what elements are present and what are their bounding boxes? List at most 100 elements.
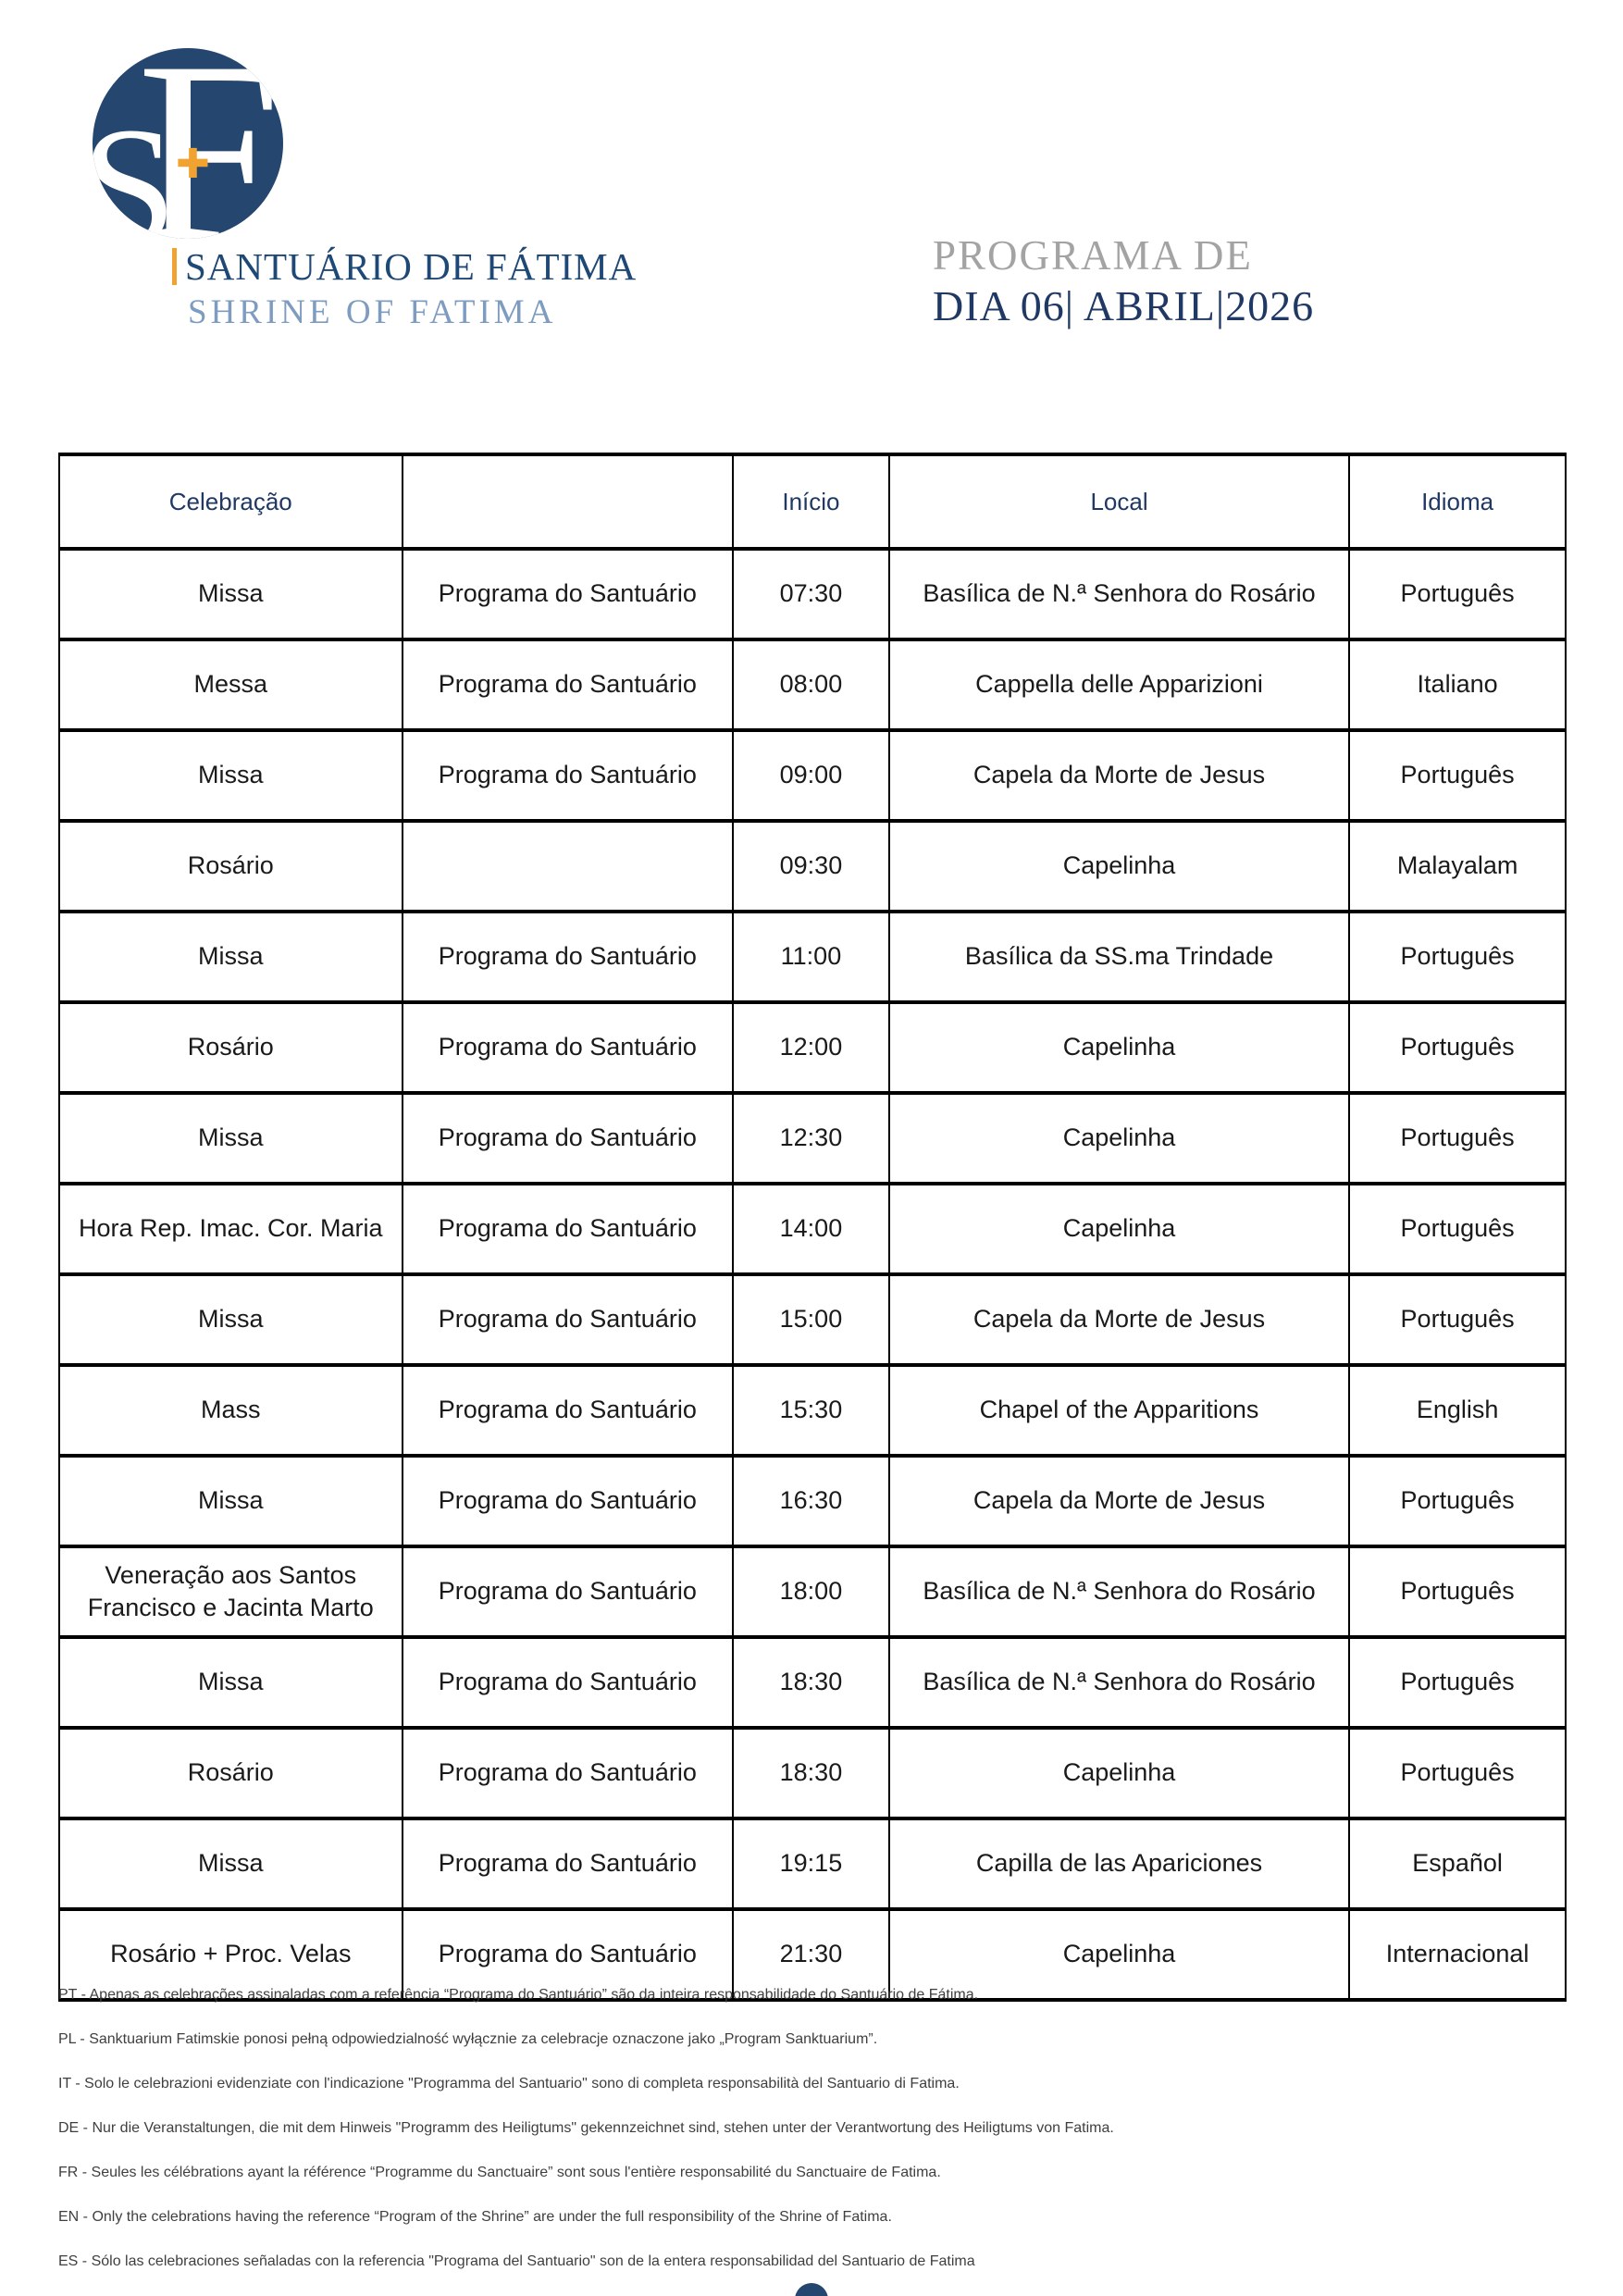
cell-program: Programa do Santuário bbox=[401, 1635, 735, 1730]
cell-language: Español bbox=[1348, 1817, 1567, 1911]
cell-celebration: Missa bbox=[58, 1091, 403, 1185]
cell-time: 14:00 bbox=[732, 1182, 890, 1276]
program-date: DIA 06| ABRIL|2026 bbox=[933, 282, 1315, 329]
cell-celebration: Missa bbox=[58, 1635, 403, 1730]
cell-celebration: Missa bbox=[58, 728, 403, 823]
cell-program: Programa do Santuário bbox=[401, 1363, 735, 1458]
cell-celebration: Veneração aos Santos Francisco e Jacinta… bbox=[58, 1545, 403, 1639]
cell-place: Basílica de N.ª Senhora do Rosário bbox=[887, 1545, 1351, 1639]
cell-language: Português bbox=[1348, 1454, 1567, 1548]
logo-letter-s: S bbox=[93, 93, 177, 239]
cell-place: Capelinha bbox=[887, 1726, 1351, 1820]
table-row: Missa Programa do Santuário 15:00 Capela… bbox=[58, 1272, 1567, 1367]
cell-time: 11:00 bbox=[732, 910, 890, 1004]
col-header-place: Local bbox=[887, 453, 1351, 551]
cell-program: Programa do Santuário bbox=[401, 1545, 735, 1639]
cell-celebration: Rosário + Proc. Velas bbox=[58, 1907, 403, 2002]
cell-place: Capelinha bbox=[887, 1907, 1351, 2002]
cell-time: 21:30 bbox=[732, 1907, 890, 2002]
cell-celebration: Missa bbox=[58, 547, 403, 641]
cell-language: Português bbox=[1348, 1545, 1567, 1639]
cell-program: Programa do Santuário bbox=[401, 1817, 735, 1911]
cell-language: Português bbox=[1348, 1091, 1567, 1185]
cell-celebration: Mass bbox=[58, 1363, 403, 1458]
cell-language: Português bbox=[1348, 1000, 1567, 1095]
cell-place: Capela da Morte de Jesus bbox=[887, 728, 1351, 823]
cell-program: Programa do Santuário bbox=[401, 1454, 735, 1548]
cell-time: 08:00 bbox=[732, 638, 890, 732]
cell-time: 09:30 bbox=[732, 819, 890, 913]
schedule-table: Celebração Início Local Idioma Missa Pro… bbox=[58, 453, 1567, 2002]
cell-time: 18:00 bbox=[732, 1545, 890, 1639]
cell-program: Programa do Santuário bbox=[401, 1182, 735, 1276]
table-row: Missa Programa do Santuário 11:00 Basíli… bbox=[58, 910, 1567, 1004]
cell-celebration: Missa bbox=[58, 1454, 403, 1548]
table-row: Rosário 09:30 Capelinha Malayalam bbox=[58, 819, 1567, 913]
table-row: Rosário Programa do Santuário 18:30 Cape… bbox=[58, 1726, 1567, 1820]
cell-place: Capelinha bbox=[887, 819, 1351, 913]
cell-place: Basílica de N.ª Senhora do Rosário bbox=[887, 547, 1351, 641]
cell-program: Programa do Santuário bbox=[401, 638, 735, 732]
cell-program: Programa do Santuário bbox=[401, 1091, 735, 1185]
cell-language: Português bbox=[1348, 1635, 1567, 1730]
table-row: Missa Programa do Santuário 07:30 Basíli… bbox=[58, 547, 1567, 641]
cell-time: 18:30 bbox=[732, 1635, 890, 1730]
cell-place: Basílica de N.ª Senhora do Rosário bbox=[887, 1635, 1351, 1730]
cell-program: Programa do Santuário bbox=[401, 1000, 735, 1095]
cell-place: Capilla de las Apariciones bbox=[887, 1817, 1351, 1911]
cell-language: Internacional bbox=[1348, 1907, 1567, 2002]
header-row: Celebração Início Local Idioma bbox=[58, 453, 1567, 551]
cell-celebration: Missa bbox=[58, 910, 403, 1004]
cell-language: Português bbox=[1348, 547, 1567, 641]
col-header-program bbox=[401, 453, 735, 551]
cell-time: 19:15 bbox=[732, 1817, 890, 1911]
logo-title-portuguese: SANTUÁRIO DE FÁTIMA bbox=[185, 245, 638, 288]
gold-cross-icon: ✚ bbox=[176, 142, 210, 187]
cell-place: Capelinha bbox=[887, 1182, 1351, 1276]
footnote-de: DE - Nur die Veranstaltungen, die mit de… bbox=[58, 2120, 1114, 2136]
col-header-time: Início bbox=[732, 453, 890, 551]
footnotes-block: PT - Apenas as celebrações assinaladas c… bbox=[58, 1988, 1557, 2296]
table-row: Mass Programa do Santuário 15:30 Chapel … bbox=[58, 1363, 1567, 1458]
cell-celebration: Missa bbox=[58, 1272, 403, 1367]
cell-language: Português bbox=[1348, 1182, 1567, 1276]
cell-program bbox=[401, 819, 735, 913]
cell-time: 07:30 bbox=[732, 547, 890, 641]
table-row: Rosário Programa do Santuário 12:00 Cape… bbox=[58, 1000, 1567, 1095]
cell-time: 09:00 bbox=[732, 728, 890, 823]
cell-celebration: Messa bbox=[58, 638, 403, 732]
cell-celebration: Rosário bbox=[58, 1726, 403, 1820]
shrine-sf-logo-icon: S F ✚ bbox=[93, 48, 283, 239]
cell-language: Português bbox=[1348, 910, 1567, 1004]
table-row: Veneração aos Santos Francisco e Jacinta… bbox=[58, 1545, 1567, 1639]
cell-celebration: Hora Rep. Imac. Cor. Maria bbox=[58, 1182, 403, 1276]
cell-time: 12:30 bbox=[732, 1091, 890, 1185]
footnote-pl: PL - Sanktuarium Fatimskie ponosi pełną … bbox=[58, 2031, 878, 2047]
cell-language: English bbox=[1348, 1363, 1567, 1458]
cell-time: 16:30 bbox=[732, 1454, 890, 1548]
footnote-en: EN - Only the celebrations having the re… bbox=[58, 2209, 892, 2225]
footnote-es: ES - Sólo las celebraciones señaladas co… bbox=[58, 2253, 975, 2269]
cell-celebration: Rosário bbox=[58, 1000, 403, 1095]
cell-program: Programa do Santuário bbox=[401, 728, 735, 823]
cell-language: Português bbox=[1348, 1272, 1567, 1367]
cell-language: Malayalam bbox=[1348, 819, 1567, 913]
col-header-celebration: Celebração bbox=[58, 453, 403, 551]
cell-program: Programa do Santuário bbox=[401, 1726, 735, 1820]
cell-language: Português bbox=[1348, 728, 1567, 823]
table-row: Hora Rep. Imac. Cor. Maria Programa do S… bbox=[58, 1182, 1567, 1276]
table-row: Missa Programa do Santuário 18:30 Basíli… bbox=[58, 1635, 1567, 1730]
next-page-logo-peek bbox=[795, 2283, 828, 2296]
cell-program: Programa do Santuário bbox=[401, 547, 735, 641]
cell-time: 15:00 bbox=[732, 1272, 890, 1367]
table-row: Missa Programa do Santuário 16:30 Capela… bbox=[58, 1454, 1567, 1548]
cell-place: Capela da Morte de Jesus bbox=[887, 1454, 1351, 1548]
table-row: Missa Programa do Santuário 12:30 Capeli… bbox=[58, 1091, 1567, 1185]
cell-time: 18:30 bbox=[732, 1726, 890, 1820]
table-row: Rosário + Proc. Velas Programa do Santuá… bbox=[58, 1907, 1567, 2002]
footnote-pt: PT - Apenas as celebrações assinaladas c… bbox=[58, 1987, 979, 2003]
cell-program: Programa do Santuário bbox=[401, 1907, 735, 2002]
table-row: Messa Programa do Santuário 08:00 Cappel… bbox=[58, 638, 1567, 732]
cell-place: Basílica da SS.ma Trindade bbox=[887, 910, 1351, 1004]
